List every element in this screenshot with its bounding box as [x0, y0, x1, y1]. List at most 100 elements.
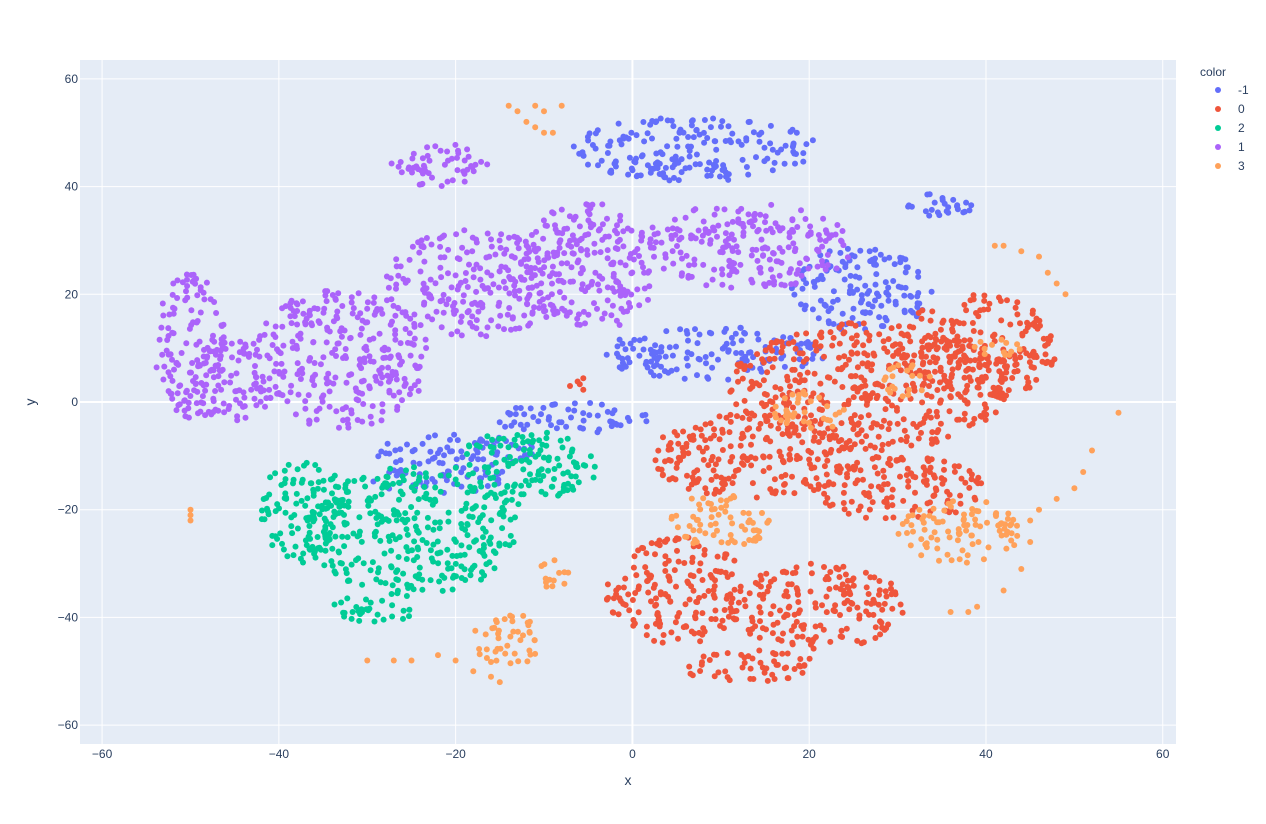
scatter-point-0 — [854, 637, 861, 644]
scatter-point-2 — [411, 515, 418, 522]
scatter-point-2 — [410, 471, 417, 477]
scatter-point-1 — [768, 201, 775, 208]
scatter-point-0 — [848, 599, 855, 606]
scatter-point-2 — [338, 497, 345, 504]
scatter-point-0 — [728, 571, 735, 578]
scatter-point-2 — [383, 473, 390, 480]
legend-item[interactable]: 0 — [1215, 102, 1245, 116]
scatter-point-0 — [911, 352, 918, 359]
scatter-point-1 — [201, 346, 207, 353]
scatter-point-0 — [882, 588, 889, 595]
scatter-point-2 — [458, 542, 465, 549]
scatter-point-0 — [948, 374, 955, 381]
scatter-point-0 — [912, 489, 918, 496]
scatter-point--1 — [688, 122, 695, 129]
scatter-point-1 — [382, 354, 389, 361]
scatter-point--1 — [571, 400, 578, 407]
scatter-point-0 — [727, 458, 734, 465]
scatter-point-1 — [462, 278, 469, 284]
scatter-point-1 — [719, 266, 725, 273]
scatter-point-0 — [918, 315, 925, 322]
scatter-point-1 — [169, 377, 176, 384]
scatter-point--1 — [397, 446, 404, 453]
scatter-point-3 — [1003, 545, 1010, 552]
scatter-point-1 — [541, 257, 548, 264]
scatter-point-1 — [530, 241, 537, 248]
legend-item[interactable]: 2 — [1215, 121, 1245, 135]
scatter-point-0 — [985, 306, 992, 313]
scatter-point-0 — [817, 343, 824, 350]
scatter-point-1 — [516, 325, 523, 332]
scatter-point-1 — [293, 343, 300, 350]
scatter-point--1 — [449, 448, 455, 455]
scatter-point-0 — [740, 461, 747, 468]
legend-item[interactable]: -1 — [1215, 83, 1249, 97]
scatter-point-0 — [693, 598, 700, 605]
scatter-point-1 — [496, 299, 503, 306]
scatter-point-0 — [930, 493, 937, 499]
scatter-point-0 — [733, 616, 740, 623]
scatter-point-3 — [981, 345, 988, 352]
legend-item[interactable]: 1 — [1215, 140, 1245, 154]
scatter-point-0 — [998, 379, 1005, 385]
scatter-point-2 — [437, 519, 443, 526]
scatter-point-1 — [490, 281, 497, 288]
scatter-point-1 — [179, 279, 186, 286]
scatter-point-1 — [332, 296, 339, 303]
scatter-point-1 — [526, 248, 533, 255]
scatter-point-1 — [561, 250, 568, 257]
scatter-point-1 — [339, 406, 346, 413]
scatter-point--1 — [594, 429, 601, 436]
legend-item[interactable]: 3 — [1215, 159, 1245, 173]
scatter-point--1 — [830, 288, 837, 295]
scatter-point-1 — [776, 272, 783, 279]
legend-marker — [1215, 106, 1221, 112]
scatter-point-1 — [441, 161, 448, 168]
scatter-point-1 — [448, 284, 455, 291]
scatter-point-2 — [424, 514, 431, 521]
scatter-point-0 — [712, 616, 719, 623]
scatter-point-0 — [726, 429, 733, 436]
scatter-point-2 — [415, 496, 422, 503]
scatter-point-1 — [421, 258, 428, 265]
scatter-point-0 — [797, 656, 804, 662]
scatter-point-0 — [763, 391, 770, 398]
scatter-point-1 — [306, 417, 313, 424]
scatter-point-3 — [510, 628, 517, 635]
scatter-point--1 — [851, 253, 858, 260]
scatter-point-1 — [789, 216, 796, 223]
scatter-point-0 — [934, 413, 941, 420]
scatter-point--1 — [708, 351, 715, 358]
scatter-point-1 — [475, 308, 482, 315]
scatter-point-2 — [482, 528, 489, 535]
scatter-point-1 — [355, 397, 362, 404]
scatter-point-1 — [423, 345, 430, 351]
scatter-point--1 — [419, 440, 426, 447]
scatter-point-2 — [377, 579, 384, 586]
scatter-point-0 — [789, 639, 796, 646]
scatter-point-1 — [683, 252, 690, 259]
scatter-point-1 — [379, 346, 386, 353]
scatter-point-1 — [415, 378, 422, 385]
scatter-point-0 — [789, 473, 795, 480]
scatter-point-3 — [889, 373, 896, 380]
scatter-point-0 — [865, 591, 872, 597]
scatter-point-3 — [905, 513, 912, 520]
scatter-point-2 — [485, 469, 491, 476]
scatter-point-3 — [996, 527, 1003, 534]
scatter-point-0 — [680, 453, 687, 459]
scatter-point--1 — [411, 446, 418, 453]
scatter-point--1 — [803, 141, 810, 148]
scatter-point-2 — [344, 534, 351, 541]
scatter-point--1 — [825, 318, 832, 325]
scatter-point-1 — [735, 249, 742, 256]
scatter-point-2 — [328, 502, 335, 509]
scatter-point-1 — [522, 238, 529, 245]
scatter-point-0 — [688, 628, 695, 635]
scatter-point-3 — [538, 563, 545, 569]
scatter-point-1 — [477, 276, 484, 283]
scatter-point--1 — [801, 306, 808, 313]
scatter-point-0 — [699, 577, 706, 583]
scatter-point--1 — [834, 296, 841, 303]
